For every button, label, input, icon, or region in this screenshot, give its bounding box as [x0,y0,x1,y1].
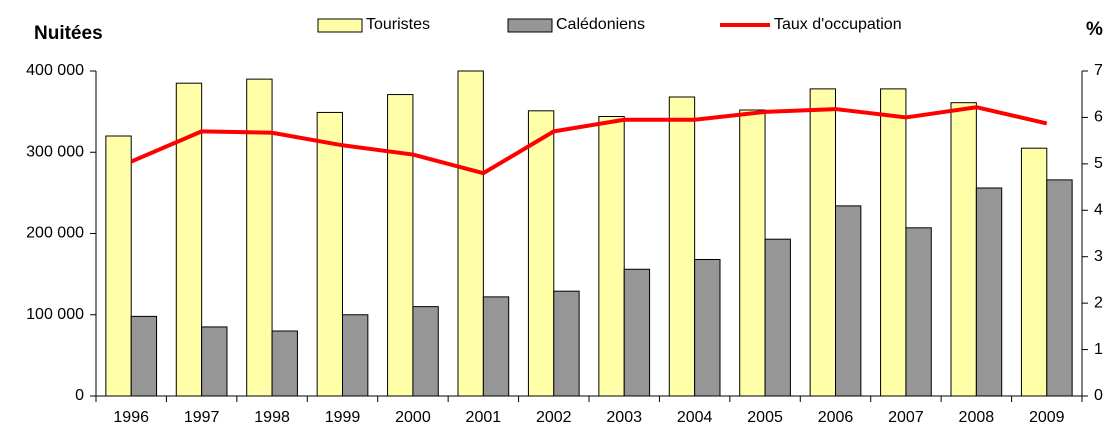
bar [1046,179,1073,397]
y-tick-label: 0 [75,387,84,404]
bar [387,94,414,397]
x-tick-label: 2002 [536,409,572,426]
bar [482,296,510,397]
y2-tick-label: 7 [1094,62,1103,79]
x-tick-label: 2006 [818,409,854,426]
legend-swatch [507,18,553,33]
y-tick-label: 200 000 [26,225,84,242]
x-tick-label: 2008 [959,409,995,426]
y2-axis-label: % [1086,19,1103,40]
x-tick-label: 2003 [606,409,642,426]
bar [950,102,977,397]
bar [905,227,932,397]
bar [412,306,439,397]
legend-swatch [317,18,363,33]
x-tick-label: 1998 [254,409,290,426]
bar [175,82,203,397]
x-tick-label: 2004 [677,409,713,426]
bar [246,78,273,397]
bar [668,96,696,397]
x-tick-label: 1999 [325,409,361,426]
bar [316,111,344,397]
bar [1020,147,1048,397]
y2-tick-label: 3 [1094,248,1103,265]
bar [201,326,228,397]
x-tick-label: 2001 [466,409,502,426]
bar [527,110,555,397]
bar [835,205,862,397]
bar [130,315,158,397]
legend-label: Taux d'occupation [774,16,902,33]
bar [975,187,1003,397]
y2-tick-label: 0 [1094,387,1103,404]
x-tick-label: 2000 [395,409,431,426]
x-tick-label: 1997 [184,409,220,426]
bar [880,88,907,397]
bar [342,314,369,397]
legend-label: Touristes [366,16,430,33]
y2-tick-label: 6 [1094,109,1103,126]
x-tick-label: 2009 [1029,409,1065,426]
bar [271,330,298,397]
bar [809,88,836,397]
y2-tick-label: 1 [1094,341,1103,358]
bar [739,109,766,397]
bar [764,238,791,397]
x-tick-label: 1996 [113,409,149,426]
y-axis-label: Nuitées [34,23,103,44]
line-series [130,105,1048,176]
bar [457,70,484,397]
x-tick-label: 2007 [888,409,924,426]
y-tick-label: 400 000 [26,62,84,79]
x-tick-label: 2005 [747,409,783,426]
y-tick-label: 300 000 [26,143,84,160]
y2-tick-label: 4 [1094,202,1103,219]
y2-tick-label: 5 [1094,155,1103,172]
legend-label: Calédoniens [556,16,645,33]
y2-tick-label: 2 [1094,294,1103,311]
bar [553,290,580,397]
bar [598,116,625,397]
y-tick-label: 100 000 [26,306,84,323]
bar [694,259,721,397]
bar [105,135,132,397]
bar [623,268,651,397]
